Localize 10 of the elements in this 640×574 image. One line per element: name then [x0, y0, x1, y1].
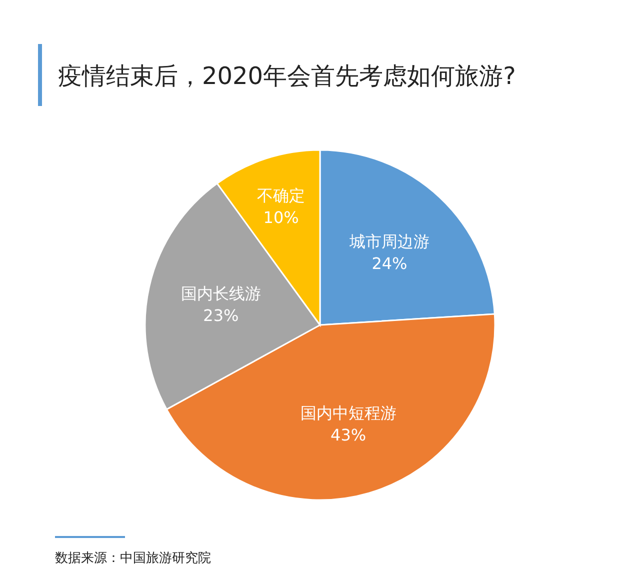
data-label: 10% [263, 208, 299, 228]
chart-title: 疫情结束后，2020年会首先考虑如何旅游? [58, 62, 516, 90]
data-label: 24% [372, 254, 408, 274]
slice-label: 国内中短程游 [300, 403, 396, 422]
slice-label: 城市周边游 [348, 232, 430, 252]
data-label: 43% [330, 425, 366, 444]
slice-label: 国内长线游 [180, 284, 261, 303]
slice-label: 不确定 [257, 186, 306, 206]
source-note: 数据来源：中国旅游研究院 [55, 551, 211, 566]
data-label: 23% [203, 306, 239, 325]
